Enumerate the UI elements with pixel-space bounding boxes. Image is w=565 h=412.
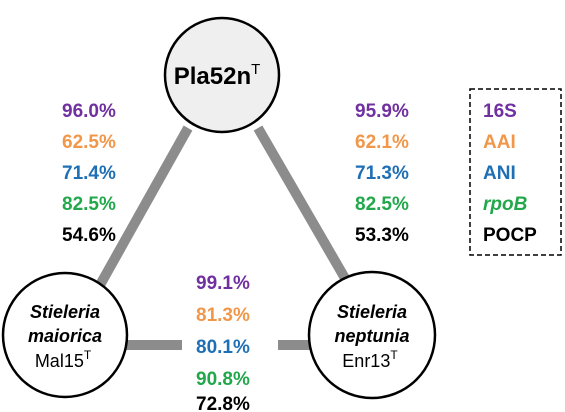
value: 72.8% — [196, 394, 250, 412]
value: 95.9% — [355, 101, 409, 122]
node-strain: Enr13T — [342, 348, 398, 371]
value: 82.5% — [355, 194, 409, 215]
value: 71.4% — [62, 163, 116, 184]
link — [95, 125, 193, 288]
legend-entry: ANI — [483, 163, 516, 184]
legend-entry: rpoB — [483, 194, 528, 215]
value: 54.6% — [62, 225, 116, 246]
edge-values: 95.9% 62.1% 71.3% 82.5% 53.3% — [355, 101, 409, 246]
node-strain: Mal15T — [35, 348, 92, 371]
node — [163, 16, 281, 134]
legend-entry: POCP — [483, 225, 537, 246]
legend-entry: 16S — [483, 101, 517, 122]
node-genus: Stieleria — [30, 302, 100, 322]
value: 96.0% — [62, 101, 116, 122]
value: 90.8% — [196, 369, 250, 390]
legend-entry: AAI — [483, 132, 516, 153]
value: 53.3% — [355, 225, 409, 246]
value: 81.3% — [196, 305, 250, 326]
node-species: maiorica — [28, 326, 102, 346]
node — [307, 270, 437, 400]
node-species: neptunia — [335, 326, 410, 346]
edge-values: 96.0% 62.5% 71.4% 82.5% 54.6% — [62, 101, 116, 246]
value: 62.5% — [62, 132, 116, 153]
node-label: Pla52nT — [174, 61, 261, 90]
value: 80.1% — [196, 337, 250, 358]
node-genus: Stieleria — [337, 302, 407, 322]
value: 62.1% — [355, 132, 409, 153]
value: 82.5% — [62, 194, 116, 215]
value: 71.3% — [355, 163, 409, 184]
value: 99.1% — [196, 273, 250, 294]
link — [253, 125, 351, 283]
node — [1, 271, 129, 399]
edge-values: 99.1% 81.3% 80.1% 90.8% 72.8% — [196, 273, 250, 412]
